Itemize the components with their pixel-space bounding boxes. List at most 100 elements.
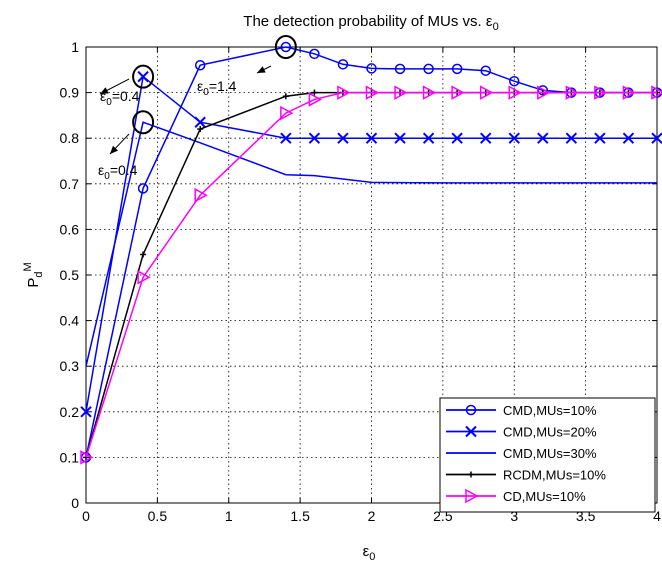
data-point-stroke [565,132,578,144]
data-point [337,132,349,144]
annotation-symbol: ε [98,162,104,178]
data-point [308,132,321,144]
data-point [194,59,206,71]
data-point [311,89,318,96]
y-tick-label: 0.5 [60,267,80,283]
data-point [308,92,322,107]
data-point-stroke [594,132,606,144]
data-point [422,85,437,100]
series-line [85,121,657,367]
data-point-stroke [465,425,477,438]
svg-text:PdM: PdM [22,262,45,287]
data-point [651,132,662,144]
data-point [537,132,549,144]
data-point-stroke [365,132,378,144]
y-axis-label-superscript: M [22,262,34,271]
x-tick-label: 2 [368,508,376,524]
legend-item: CMD,MUs=10% [446,403,597,418]
data-point-stroke [137,70,149,83]
chart-title-subscript: 0 [493,21,499,33]
y-tick-label: 0 [71,495,79,511]
x-tick-label: 1.5 [290,508,310,524]
y-tick-label: 0.7 [60,176,80,192]
data-point [80,450,94,465]
data-point [509,75,520,87]
y-tick-label: 1 [71,39,79,55]
annotation-subscript: 0 [203,87,209,98]
annotation-label: ε0=1.4 [197,78,237,98]
annotation-arrow-head [257,66,266,73]
annotation-value: =0.4 [112,88,140,104]
data-point-stroke [651,132,662,144]
annotation-label: ε0=0.4 [98,162,138,182]
annotation-value: =1.4 [209,78,237,94]
data-point [479,132,492,144]
y-tick-label: 0.6 [60,221,80,237]
data-point [282,93,289,100]
data-point [594,132,606,144]
data-point [465,404,477,416]
data-point [137,183,149,194]
annotation-subscript: 0 [106,97,112,108]
data-point [565,132,578,144]
data-point [537,85,551,100]
series [80,70,662,418]
data-point [137,270,151,285]
axis-ticks: 0 0.5 1 1.5 2 2.5 3 3.5 400.10.20.30.40.50.60.70… [60,39,662,524]
annotation-subscript: 0 [104,171,110,182]
data-point [451,85,465,100]
y-axis-label-subscript: d [33,272,45,278]
legend-item: RCDM,MUs=10% [446,468,606,483]
data-point [451,63,463,75]
y-tick-label: 0.3 [60,358,80,374]
data-point [394,85,408,100]
legend: CMD,MUs=10% CMD,MUs=20% CMD,MUs=30% RCDM,MU… [439,397,656,513]
data-point [309,48,320,60]
series [80,85,662,465]
data-point [451,132,463,144]
data-point-stroke [479,132,492,144]
data-point-stroke [422,132,435,144]
data-point [140,251,147,258]
annotation-value: =0.4 [110,162,138,178]
data-point [465,488,479,504]
annotation-circle [274,35,297,59]
annotation-circle [132,64,155,89]
x-tick-label: 4 [653,508,661,524]
annotation-symbol: ε [100,88,106,104]
data-point [280,41,292,53]
legend-label: CMD,MUs=10% [503,403,597,418]
data-point [480,65,491,76]
data-point-stroke [280,132,292,144]
annotations: ε0=0.4ε0=0.4ε0=1.4 [98,35,297,182]
data-point [468,471,474,478]
data-point [565,85,579,100]
y-tick-label: 0.1 [60,449,80,465]
data-point-stroke [194,116,206,128]
data-point [394,63,406,75]
series-layer [80,41,662,465]
data-point-stroke [80,406,92,418]
data-point [622,85,637,100]
data-point [337,59,349,70]
x-axis-label-subscript: 0 [369,551,375,563]
legend-label: CD,MUs=10% [503,489,586,504]
annotation-arrow-head [100,87,109,94]
data-point [194,116,206,128]
data-point [508,132,520,144]
annotation: ε0=0.4 [99,64,155,108]
legend-box [439,397,656,513]
annotation: ε0=1.4 [197,35,297,98]
data-point [622,132,635,144]
data-point [422,132,435,144]
legend-label: CMD,MUs=30% [503,446,597,461]
data-point [394,132,406,144]
data-point [365,85,380,100]
legend-label: CMD,MUs=20% [503,425,597,440]
data-point [194,187,208,203]
x-axis-label-main: ε [363,543,370,560]
y-tick-label: 0.9 [60,85,80,101]
grid [86,47,657,503]
data-point [479,85,494,100]
